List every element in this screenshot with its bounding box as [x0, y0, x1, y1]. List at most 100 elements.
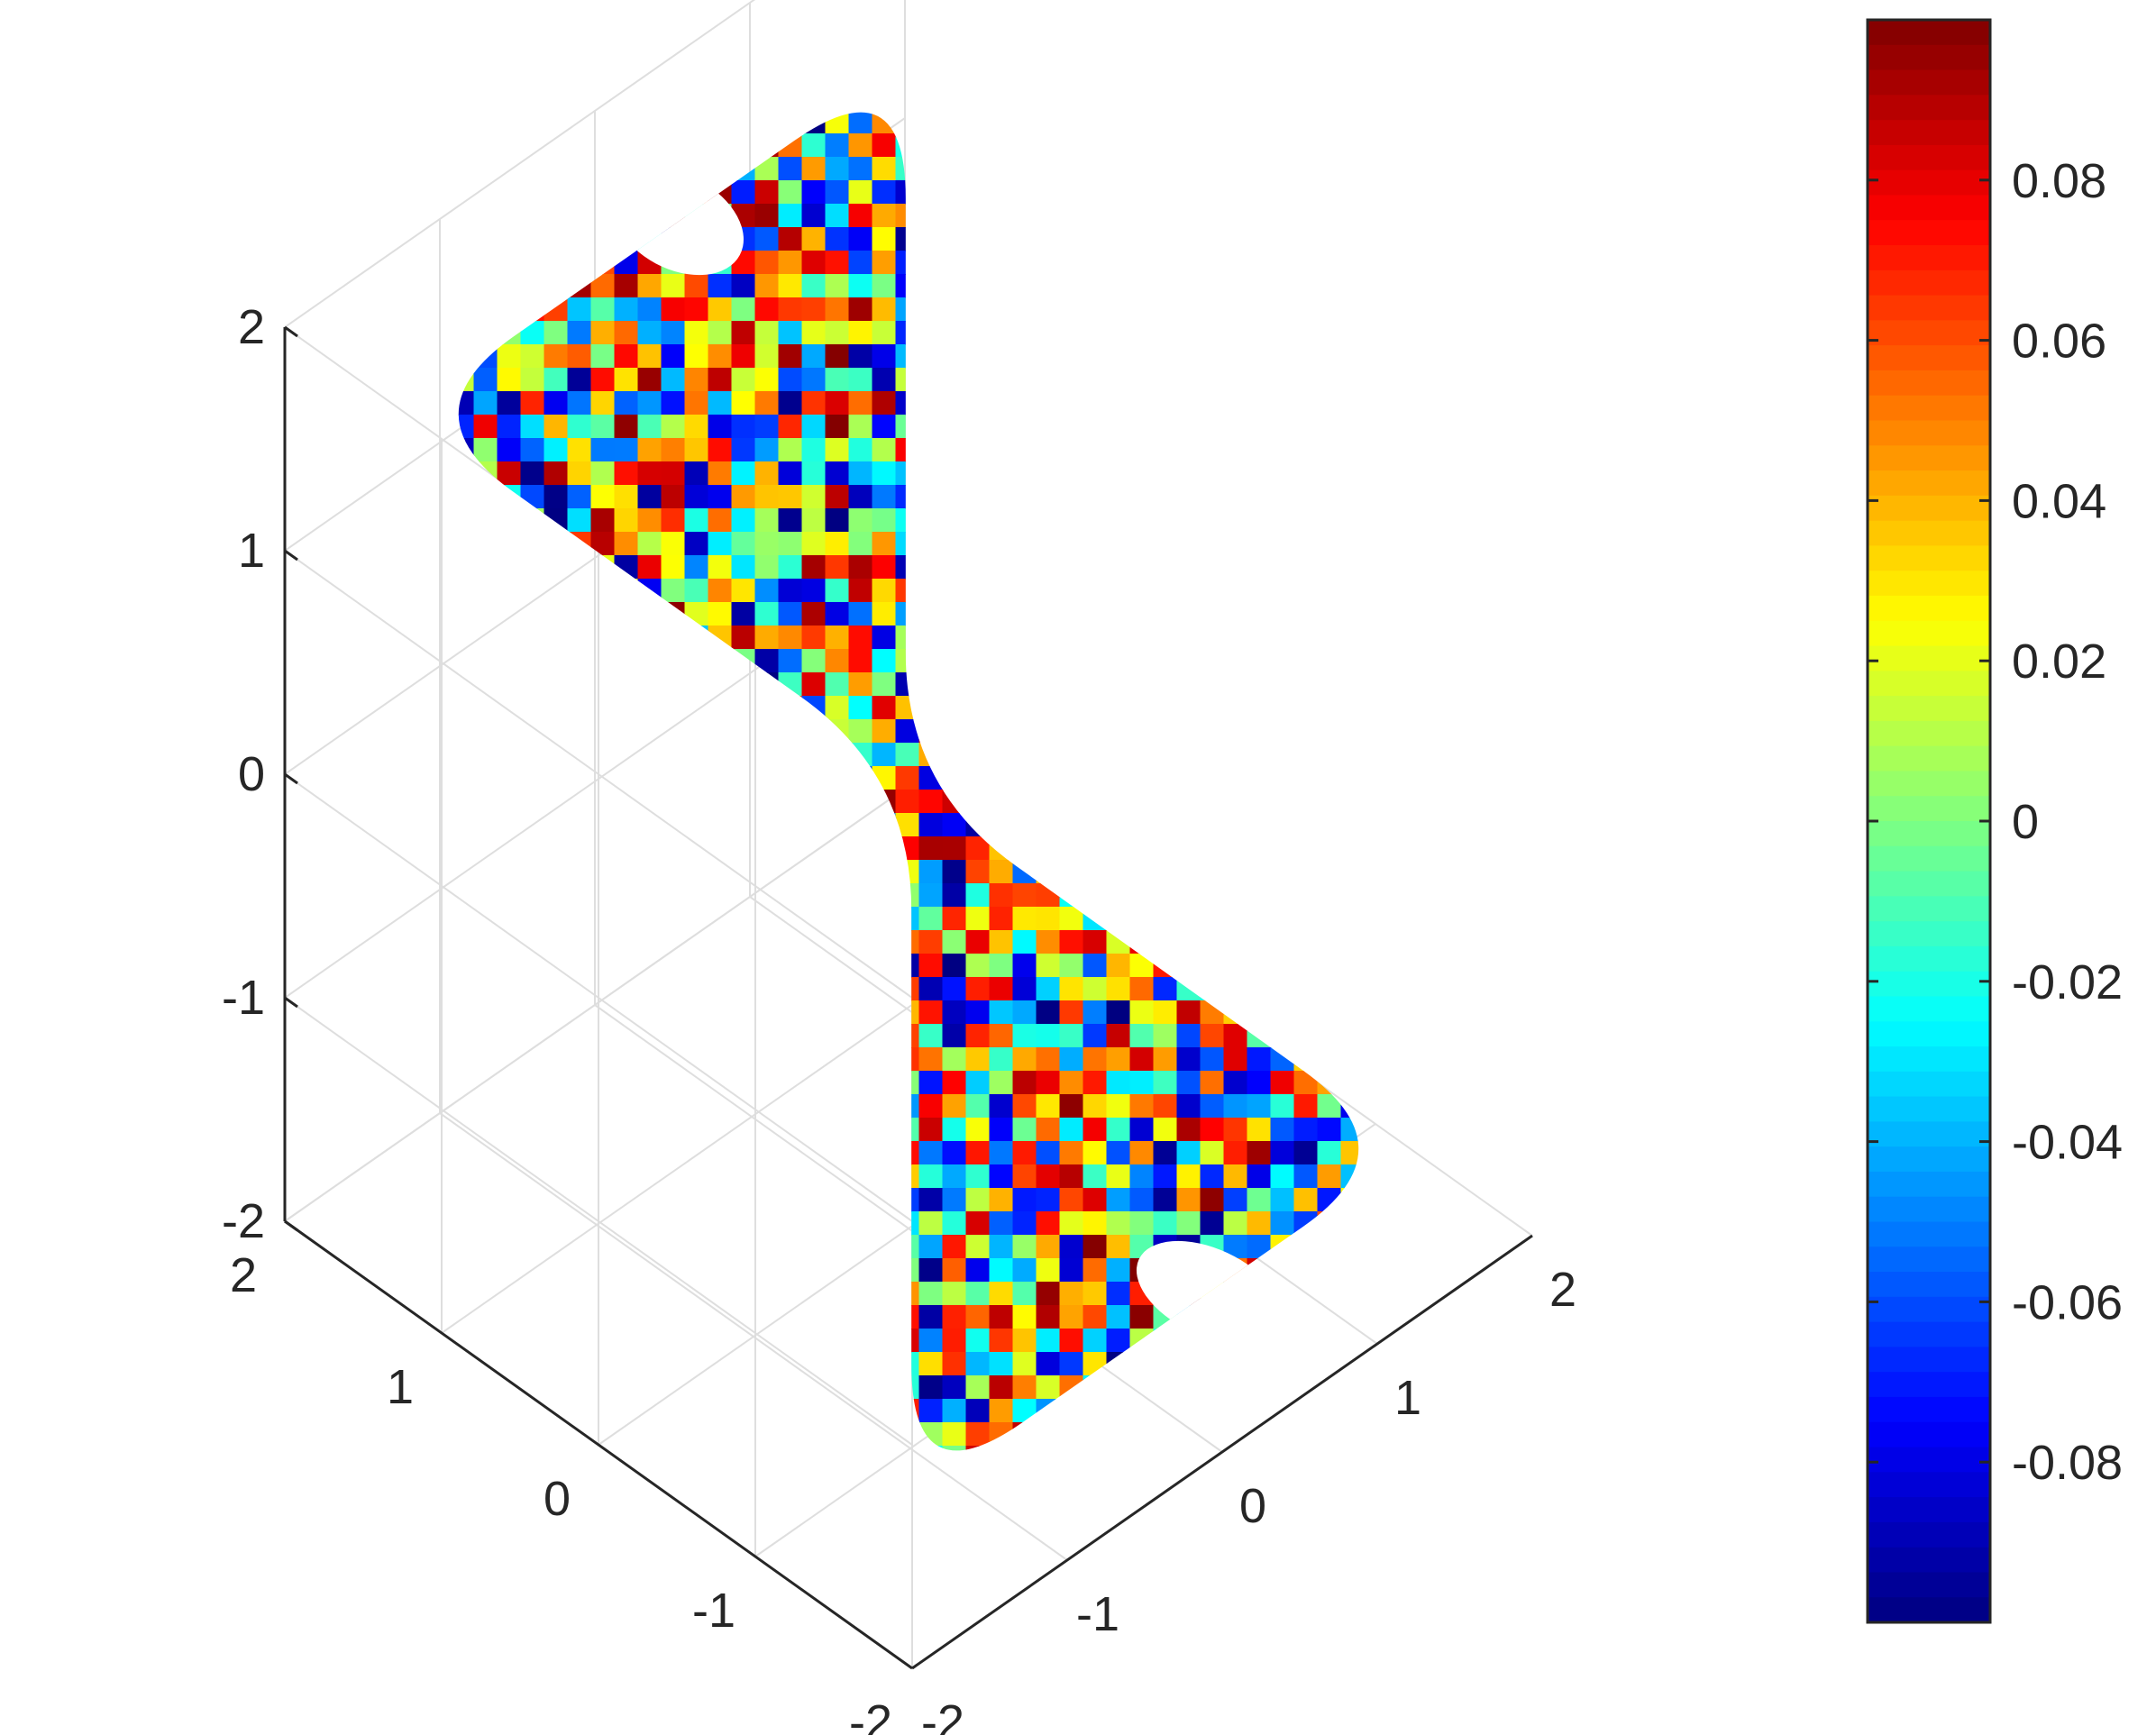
surface-cell: [801, 696, 827, 720]
colorbar-swatch: [1868, 144, 1990, 171]
surface-cell: [684, 415, 709, 439]
surface-cell: [1083, 1000, 1108, 1025]
surface-cell: [1411, 1282, 1436, 1306]
surface-cell: [473, 1094, 498, 1119]
surface-cell: [404, 1235, 428, 1259]
surface-cell: [754, 1375, 780, 1400]
surface-cell: [637, 532, 662, 556]
surface-cell: [918, 954, 944, 978]
surface-cell: [1340, 1422, 1359, 1447]
surface-cell: [1411, 461, 1436, 486]
surface-cell: [520, 368, 545, 392]
surface-cell: [1340, 1047, 1359, 1072]
surface-cell: [637, 1352, 662, 1376]
surface-cell: [1247, 251, 1272, 275]
surface-cell: [1083, 133, 1108, 158]
surface-cell: [849, 63, 873, 87]
surface-cell: [1176, 1164, 1201, 1189]
surface-cell: [404, 63, 428, 87]
surface-cell: [965, 227, 991, 251]
surface-cell: [801, 1024, 827, 1048]
surface-cell: [708, 626, 733, 650]
surface-cell: [989, 1258, 1014, 1283]
surface-cell: [497, 626, 522, 650]
surface-cell: [1388, 485, 1412, 509]
surface-cell: [779, 1493, 803, 1517]
surface-cell: [1340, 790, 1359, 814]
surface-cell: [1365, 1399, 1389, 1423]
surface-cell: [872, 485, 897, 509]
surface-cell: [1106, 743, 1131, 767]
surface-cell: [637, 1164, 662, 1189]
surface-cell: [1388, 883, 1412, 908]
surface-cell: [473, 1047, 498, 1072]
surface-cell: [918, 1375, 944, 1400]
surface-cell: [1200, 344, 1225, 369]
surface-cell: [989, 1118, 1014, 1142]
surface-cell: [872, 438, 897, 462]
surface-cell: [1365, 696, 1389, 720]
surface-cell: [1083, 813, 1108, 837]
surface-cell: [1365, 743, 1389, 767]
surface-cell: [1012, 555, 1037, 580]
surface-cell: [1176, 672, 1201, 697]
surface-cell: [895, 157, 920, 181]
surface-cell: [1223, 696, 1248, 720]
surface-cell: [1340, 227, 1359, 251]
surface-cell: [708, 743, 733, 767]
surface-cell: [1177, 1493, 1201, 1517]
surface-cell: [1293, 1188, 1319, 1212]
surface-cell: [872, 157, 897, 181]
surface-cell: [1176, 180, 1201, 205]
surface-cell: [1340, 133, 1359, 158]
surface-cell: [1176, 813, 1201, 837]
surface-cell: [497, 133, 522, 158]
surface-cell: [1036, 180, 1061, 205]
surface-cell: [1107, 1493, 1131, 1517]
surface-cell: [1293, 532, 1319, 556]
surface-cell: [1365, 1211, 1389, 1236]
surface-cell: [1270, 1000, 1295, 1025]
surface-cell: [661, 790, 686, 814]
surface-cell: [1365, 110, 1389, 134]
surface-cell: [1223, 1118, 1248, 1142]
surface-cell: [895, 907, 920, 931]
surface-cell: [404, 204, 428, 228]
surface-cell: [614, 180, 639, 205]
surface-cell: [614, 391, 639, 415]
surface-cell: [801, 1118, 827, 1142]
surface-cell: [1293, 461, 1319, 486]
surface-cell: [473, 1235, 498, 1259]
surface-cell: [1012, 1211, 1037, 1236]
surface-cell: [1153, 485, 1178, 509]
surface-cell: [1036, 1164, 1061, 1189]
surface-cell: [1106, 626, 1131, 650]
surface-cell: [989, 227, 1014, 251]
surface-cell: [965, 719, 991, 744]
surface-cell: [802, 1493, 827, 1517]
surface-cell: [754, 1235, 780, 1259]
surface-cell: [708, 719, 733, 744]
surface-cell: [1365, 1375, 1389, 1400]
surface-cell: [1271, 1493, 1295, 1517]
colorbar-swatch: [1868, 395, 1990, 422]
surface-cell: [567, 1282, 592, 1306]
surface-cell: [1293, 180, 1319, 205]
surface-cell: [708, 368, 733, 392]
surface-cell: [1247, 602, 1272, 626]
surface-cell: [1083, 1094, 1108, 1119]
surface-cell: [1012, 790, 1037, 814]
surface-cell: [458, 813, 475, 837]
surface-cell: [520, 204, 545, 228]
surface-cell: [1411, 555, 1436, 580]
surface-cell: [1059, 1094, 1084, 1119]
surface-cell: [684, 883, 709, 908]
surface-cell: [1153, 1352, 1178, 1376]
surface-cell: [1200, 204, 1225, 228]
x-tick-label: 0: [1239, 1479, 1266, 1533]
surface-cell: [1083, 532, 1108, 556]
surface-cell: [1129, 883, 1155, 908]
surface-cell: [1388, 860, 1412, 884]
surface-cell: [473, 1446, 498, 1451]
surface-cell: [989, 719, 1014, 744]
